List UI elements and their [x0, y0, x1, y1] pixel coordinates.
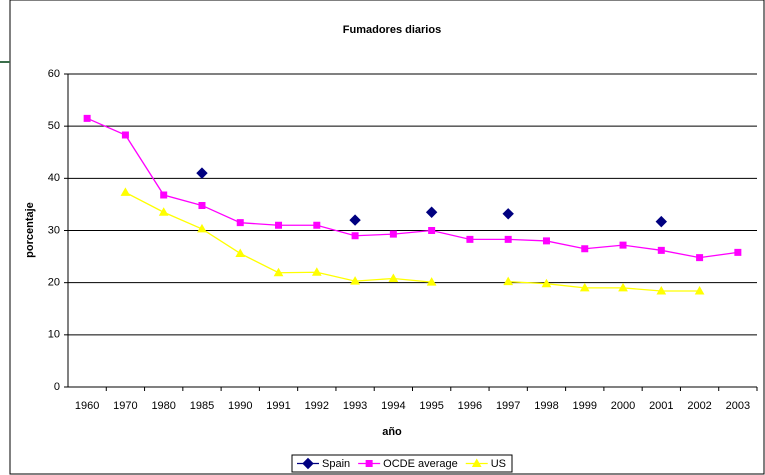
data-point — [541, 278, 552, 288]
data-point — [581, 245, 589, 253]
data-point — [120, 187, 131, 196]
series-line — [86, 117, 738, 259]
legend-label: US — [491, 458, 506, 470]
y-tick-label: 20 — [48, 277, 60, 289]
data-point — [197, 223, 207, 233]
data-point — [349, 214, 361, 226]
data-point — [503, 276, 514, 286]
x-tick-label: 1996 — [458, 400, 482, 412]
data-point — [196, 167, 208, 179]
data-point — [426, 277, 437, 286]
x-tick-label: 2000 — [611, 400, 635, 412]
y-tick-label: 40 — [48, 172, 60, 184]
x-tick-label: 2001 — [649, 400, 673, 412]
x-tick-label: 1970 — [113, 400, 137, 412]
data-point — [275, 221, 283, 229]
data-point — [389, 230, 397, 238]
x-tick-label: 1992 — [305, 400, 329, 412]
data-point — [618, 282, 628, 292]
x-tick-label: 1990 — [228, 400, 252, 412]
data-point — [198, 201, 206, 209]
x-tick-label: 1993 — [343, 400, 367, 412]
data-point — [313, 221, 321, 229]
legend-box — [291, 454, 513, 473]
data-point — [542, 237, 550, 245]
x-tick-label: 1998 — [534, 400, 558, 412]
x-tick-label: 1960 — [75, 400, 99, 412]
data-point — [428, 227, 436, 234]
data-point — [694, 286, 705, 295]
data-point — [83, 114, 91, 122]
x-tick-label: 1999 — [573, 400, 597, 412]
data-point — [655, 215, 668, 228]
x-axis-label: año — [382, 426, 402, 438]
chart-frame — [9, 0, 765, 475]
x-tick-label: 1995 — [419, 400, 443, 412]
data-point — [619, 241, 627, 249]
data-point — [311, 267, 322, 276]
data-point — [504, 235, 512, 243]
data-point — [656, 286, 667, 295]
data-point — [388, 273, 399, 282]
data-point — [657, 246, 665, 254]
data-point — [502, 208, 514, 220]
y-tick-label: 60 — [48, 68, 60, 80]
y-tick-label: 50 — [48, 120, 60, 132]
x-tick-label: 1991 — [266, 400, 290, 412]
data-point — [158, 207, 169, 216]
y-axis-label: porcentaje — [24, 202, 36, 258]
data-point — [273, 267, 284, 277]
data-point — [160, 191, 168, 199]
y-tick-label: 0 — [54, 381, 60, 393]
x-tick-label: 1994 — [381, 400, 405, 412]
y-tick-label: 30 — [48, 224, 60, 236]
data-point — [696, 254, 704, 262]
x-tick-label: 1985 — [190, 400, 214, 412]
data-point — [236, 219, 244, 227]
x-tick-label: 1997 — [496, 400, 520, 412]
legend-label: OCDE average — [383, 458, 458, 470]
legend-marker — [471, 458, 482, 467]
x-tick-label: 1980 — [151, 400, 175, 412]
legend-label: Spain — [322, 458, 350, 470]
legend-marker — [302, 457, 314, 470]
data-point — [466, 235, 474, 243]
data-point — [734, 248, 742, 256]
data-point — [121, 131, 129, 139]
data-point — [579, 282, 590, 292]
data-point — [350, 276, 360, 285]
x-tick-label: 2003 — [726, 400, 750, 412]
chart-title: Fumadores diarios — [343, 24, 441, 36]
data-point — [351, 232, 359, 240]
data-point — [235, 248, 246, 257]
y-tick-label: 10 — [48, 329, 60, 341]
x-tick-label: 2002 — [687, 400, 711, 412]
legend-marker — [365, 460, 373, 467]
data-point — [425, 206, 438, 218]
